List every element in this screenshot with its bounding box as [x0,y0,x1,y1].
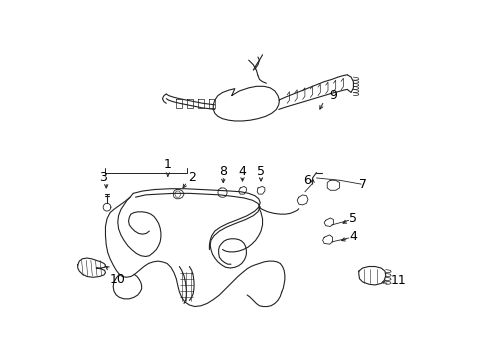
Text: 6: 6 [303,174,310,187]
Text: 5: 5 [349,212,357,225]
Text: 7: 7 [358,177,366,190]
Text: 3: 3 [99,171,107,184]
Text: 4: 4 [349,230,357,243]
Text: 9: 9 [329,89,337,102]
Text: 8: 8 [219,165,227,178]
Text: 2: 2 [187,171,195,184]
Text: 1: 1 [163,158,171,171]
Text: 10: 10 [110,273,125,286]
Text: 11: 11 [389,274,405,287]
Text: 5: 5 [257,165,264,178]
Text: 4: 4 [238,165,246,178]
